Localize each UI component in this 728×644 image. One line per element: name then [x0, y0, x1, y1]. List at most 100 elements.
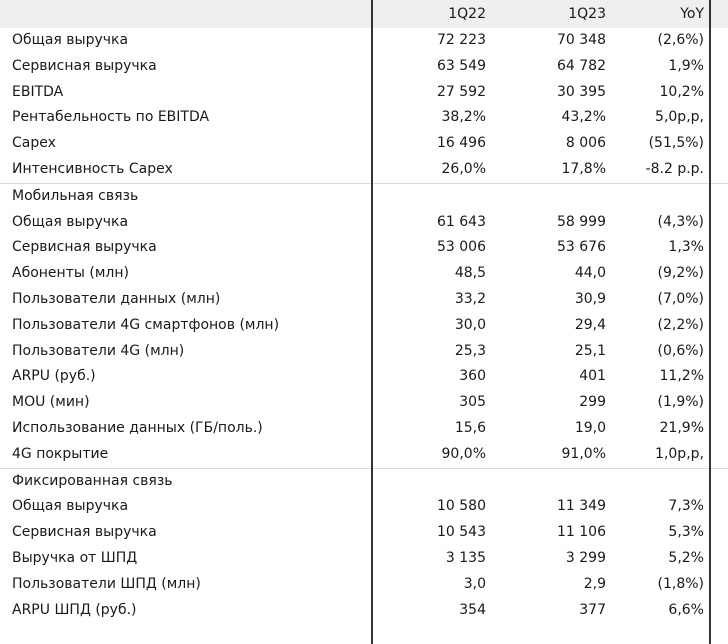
value-1q23: 29,4	[574, 316, 606, 333]
row-label: Сервисная выручка	[12, 57, 157, 74]
kpi-table: 1Q22 1Q23 YoY Общая выручка 72 223 70 348 (…	[0, 0, 728, 623]
table-row: 4G покрытие 90,0% 91,0% 1,0р,р,	[0, 442, 728, 468]
table-row: Использование данных (ГБ/поль.) 15,6 19,0 2…	[0, 416, 728, 442]
value-1q22: 30,0	[454, 316, 486, 333]
row-label: Использование данных (ГБ/поль.)	[12, 419, 263, 436]
value-1q23: 299	[579, 394, 606, 411]
row-label: Рентабельность по EBITDA	[12, 109, 210, 126]
value-1q22: 16 496	[437, 135, 486, 152]
value-1q22: 25,3	[454, 342, 486, 359]
row-label: ARPU ШПД (руб.)	[12, 601, 137, 618]
value-1q22: 10 580	[437, 498, 486, 515]
value-1q23: 8 006	[565, 135, 606, 152]
table-row: Общая выручка 61 643 58 999 (4,3%)	[0, 210, 728, 236]
value-yoy: 6,6%	[668, 601, 704, 618]
table-row: Общая выручка 10 580 11 349 7,3%	[0, 494, 728, 520]
value-yoy: 1,0р,р,	[655, 445, 704, 462]
header-label-cell	[12, 0, 372, 28]
value-1q23: 19,0	[574, 419, 606, 436]
row-label: Пользователи 4G (млн)	[12, 342, 185, 359]
table-row: Рентабельность по EBITDA 38,2% 43,2% 5,0р,р…	[0, 105, 728, 131]
value-yoy: (7,0%)	[657, 290, 705, 307]
table-row: Пользователи 4G смартфонов (млн) 30,0 29,4…	[0, 313, 728, 339]
value-1q23: 58 999	[557, 213, 606, 230]
table-row: MOU (мин) 305 299 (1,9%)	[0, 390, 728, 416]
header-1q22: 1Q22	[448, 6, 486, 22]
value-1q22: 61 643	[437, 213, 486, 230]
row-label: Интенсивность Capex	[12, 160, 173, 177]
table-row: Сервисная выручка 63 549 64 782 1,9%	[0, 54, 728, 80]
value-1q23: 25,1	[574, 342, 606, 359]
table-row: ARPU ШПД (руб.) 354 377 6,6%	[0, 598, 728, 624]
header-1q23: 1Q23	[568, 6, 606, 22]
value-1q23: 11 106	[557, 524, 606, 541]
value-yoy: 11,2%	[659, 368, 704, 385]
table-header: 1Q22 1Q23 YoY	[0, 0, 728, 28]
value-yoy: (2,6%)	[657, 32, 705, 48]
value-yoy: (1,9%)	[657, 394, 705, 411]
row-label: Общая выручка	[12, 498, 129, 515]
table-row: Capex 16 496 8 006 (51,5%)	[0, 131, 728, 157]
row-label: Выручка от ШПД	[12, 549, 138, 566]
value-yoy: 5,2%	[668, 549, 704, 566]
value-1q23: 53 676	[557, 239, 606, 256]
value-1q23: 401	[579, 368, 606, 385]
value-yoy: (2,2%)	[657, 316, 705, 333]
value-1q22: 90,0%	[441, 445, 486, 462]
column-divider-right	[709, 0, 711, 644]
value-1q23: 30,9	[574, 290, 606, 307]
section-title: Мобильная связь	[12, 187, 139, 204]
value-yoy: (1,8%)	[657, 575, 705, 592]
value-1q23: 3 299	[565, 549, 606, 566]
value-yoy: 1,9%	[668, 57, 704, 74]
value-yoy: (9,2%)	[657, 265, 705, 282]
row-label: Сервисная выручка	[12, 239, 157, 256]
row-label: MOU (мин)	[12, 394, 90, 411]
value-1q23: 377	[579, 601, 606, 618]
table-body: Общая выручка 72 223 70 348 (2,6%) Сервисная…	[0, 28, 728, 623]
row-label: Пользователи ШПД (млн)	[12, 575, 201, 592]
value-yoy: 1,3%	[668, 239, 704, 256]
value-1q23: 91,0%	[561, 445, 606, 462]
value-1q23: 43,2%	[561, 109, 606, 126]
value-1q22: 10 543	[437, 524, 486, 541]
header-yoy: YoY	[680, 6, 704, 22]
value-1q22: 15,6	[454, 419, 486, 436]
row-label: 4G покрытие	[12, 445, 109, 462]
value-1q22: 72 223	[437, 32, 486, 48]
value-yoy: 7,3%	[668, 498, 704, 515]
value-1q22: 360	[459, 368, 486, 385]
table-row: Сервисная выручка 53 006 53 676 1,3%	[0, 235, 728, 261]
value-yoy: (4,3%)	[657, 213, 705, 230]
row-label: EBITDA	[12, 83, 64, 100]
value-1q22: 3,0	[463, 575, 486, 592]
value-1q23: 30 395	[557, 83, 606, 100]
value-1q23: 17,8%	[561, 160, 606, 177]
table-row: Интенсивность Capex 26,0% 17,8% -8.2 р.р.	[0, 157, 728, 183]
row-label: Пользователи данных (млн)	[12, 290, 221, 307]
value-1q22: 48,5	[454, 265, 486, 282]
value-1q22: 53 006	[437, 239, 486, 256]
value-1q23: 11 349	[557, 498, 606, 515]
value-yoy: 5,3%	[668, 524, 704, 541]
section-row: Фиксированная связь	[0, 467, 728, 495]
table-row: ARPU (руб.) 360 401 11,2%	[0, 364, 728, 390]
row-label: Абоненты (млн)	[12, 265, 129, 282]
value-1q22: 63 549	[437, 57, 486, 74]
row-label: Пользователи 4G смартфонов (млн)	[12, 316, 280, 333]
value-yoy: -8.2 р.р.	[645, 160, 704, 177]
table-row: Абоненты (млн) 48,5 44,0 (9,2%)	[0, 261, 728, 287]
value-1q22: 33,2	[454, 290, 486, 307]
value-1q22: 354	[459, 601, 486, 618]
column-divider	[371, 0, 373, 644]
value-1q23: 2,9	[583, 575, 606, 592]
value-1q23: 70 348	[557, 32, 606, 48]
section-title: Фиксированная связь	[12, 472, 173, 489]
row-label: Сервисная выручка	[12, 524, 157, 541]
value-1q22: 305	[459, 394, 486, 411]
table-row: Пользователи данных (млн) 33,2 30,9 (7,0%)	[0, 287, 728, 313]
value-yoy: (0,6%)	[657, 342, 705, 359]
table-row: EBITDA 27 592 30 395 10,2%	[0, 80, 728, 106]
row-label: Общая выручка	[12, 32, 129, 48]
value-1q22: 38,2%	[441, 109, 486, 126]
